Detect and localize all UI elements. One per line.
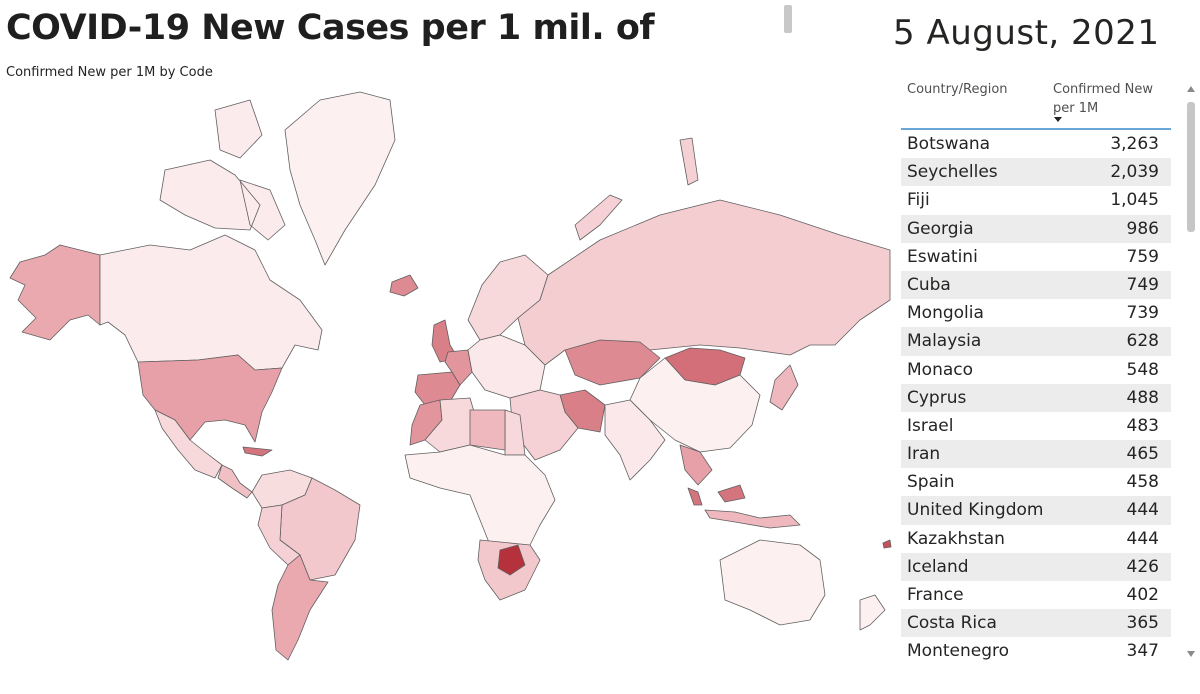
country-name: France xyxy=(907,585,964,605)
region-indonesia[interactable] xyxy=(704,509,801,529)
region-botswana[interactable] xyxy=(497,544,526,576)
cases-value: 1,045 xyxy=(1110,190,1159,211)
sort-descending-icon[interactable] xyxy=(1054,117,1062,122)
country-name: United Kingdom xyxy=(907,500,1044,521)
cases-value: 444 xyxy=(1126,528,1159,549)
table-row[interactable]: Spain 458 xyxy=(901,468,1171,496)
cases-value: 3,263 xyxy=(1110,134,1159,154)
region-russia[interactable] xyxy=(517,199,891,366)
country-name: Georgia xyxy=(907,218,974,239)
cases-value: 749 xyxy=(1126,274,1159,295)
country-name: Malaysia xyxy=(907,331,982,352)
country-name: Kazakhstan xyxy=(907,528,1005,549)
region-central-europe[interactable] xyxy=(467,334,546,399)
scroll-up-icon[interactable] xyxy=(1187,86,1195,92)
country-name: Iceland xyxy=(907,556,969,577)
region-fiji[interactable] xyxy=(882,539,892,549)
region-svalbard-novaya[interactable] xyxy=(574,137,699,241)
region-cuba[interactable] xyxy=(242,446,273,457)
region-malaysia[interactable] xyxy=(687,484,746,506)
region-new-zealand[interactable] xyxy=(859,594,886,631)
table-header: Country/Region Confirmed New per 1M xyxy=(901,78,1171,130)
cases-value: 739 xyxy=(1126,303,1159,324)
table-row[interactable]: Iran 465 xyxy=(901,440,1171,469)
table-row[interactable]: United Kingdom 444 xyxy=(901,496,1171,525)
country-name: Costa Rica xyxy=(907,613,997,634)
country-name: Cyprus xyxy=(907,387,967,408)
scroll-down-icon[interactable] xyxy=(1187,651,1195,657)
cases-value: 426 xyxy=(1126,556,1159,577)
map-subtitle: Confirmed New per 1M by Code xyxy=(6,65,213,80)
country-name: Seychelles xyxy=(907,162,998,183)
region-canada[interactable] xyxy=(99,234,323,371)
table-row[interactable]: Israel 483 xyxy=(901,412,1171,440)
country-name: Mongolia xyxy=(907,303,984,324)
country-name: Cuba xyxy=(907,274,951,295)
cases-value: 458 xyxy=(1126,472,1159,493)
region-canada-islands[interactable] xyxy=(159,99,286,241)
country-name: Iran xyxy=(907,444,941,465)
region-sub-saharan-africa[interactable] xyxy=(404,444,556,546)
cases-value: 365 xyxy=(1126,613,1159,634)
table-row[interactable]: Georgia 986 xyxy=(901,214,1171,243)
country-name: Spain xyxy=(907,472,955,493)
region-japan[interactable] xyxy=(769,364,799,411)
table-row[interactable]: France 402 xyxy=(901,581,1171,609)
country-name: Israel xyxy=(907,415,954,436)
resize-handle[interactable] xyxy=(784,5,792,33)
region-argentina-chile[interactable] xyxy=(271,554,329,661)
page-title: COVID-19 New Cases per 1 mil. of xyxy=(6,8,655,48)
table-row[interactable]: Cuba 749 xyxy=(901,270,1171,300)
cases-value: 628 xyxy=(1126,331,1159,352)
region-central-america[interactable] xyxy=(217,464,253,499)
cases-value: 402 xyxy=(1126,585,1159,605)
region-iceland[interactable] xyxy=(389,274,419,297)
scroll-thumb[interactable] xyxy=(1187,102,1195,232)
region-kazakhstan[interactable] xyxy=(564,339,661,386)
table-row[interactable]: Mongolia 739 xyxy=(901,299,1171,327)
table-row[interactable]: Seychelles 2,039 xyxy=(901,158,1171,187)
report-date: 5 August, 2021 xyxy=(893,13,1160,53)
cases-value: 347 xyxy=(1126,641,1159,662)
column-header-value[interactable]: Confirmed New per 1M xyxy=(1053,82,1153,116)
table-row[interactable]: Cyprus 488 xyxy=(901,383,1171,412)
table-row[interactable]: Monaco 548 xyxy=(901,356,1171,384)
table-row[interactable]: Kazakhstan 444 xyxy=(901,525,1171,553)
table-row[interactable]: Eswatini 759 xyxy=(901,243,1171,271)
world-map[interactable] xyxy=(0,80,895,685)
region-alaska[interactable] xyxy=(9,244,101,341)
column-header-country[interactable]: Country/Region xyxy=(907,82,1008,97)
table-row[interactable]: Botswana 3,263 xyxy=(901,130,1171,158)
cases-value: 548 xyxy=(1126,359,1159,380)
table-row[interactable]: Malaysia 628 xyxy=(901,327,1171,356)
region-southeast-asia[interactable] xyxy=(679,444,713,486)
region-mexico[interactable] xyxy=(154,409,223,479)
cases-value: 2,039 xyxy=(1110,162,1159,183)
country-name: Botswana xyxy=(907,134,991,154)
cases-value: 465 xyxy=(1126,444,1159,465)
region-australia[interactable] xyxy=(719,539,826,626)
table-row[interactable]: Iceland 426 xyxy=(901,552,1171,581)
cases-value: 488 xyxy=(1126,387,1159,408)
table-row[interactable]: Fiji 1,045 xyxy=(901,186,1171,214)
cases-table[interactable]: Country/Region Confirmed New per 1M Bots… xyxy=(901,78,1171,663)
table-scrollbar[interactable] xyxy=(1183,80,1199,663)
cases-value: 986 xyxy=(1126,218,1159,239)
cases-value: 444 xyxy=(1126,500,1159,521)
region-libya[interactable] xyxy=(469,409,506,451)
country-name: Montenegro xyxy=(907,641,1010,662)
cases-value: 759 xyxy=(1126,246,1159,267)
country-name: Fiji xyxy=(907,190,930,211)
region-india[interactable] xyxy=(604,399,666,481)
country-name: Monaco xyxy=(907,359,974,380)
cases-value: 483 xyxy=(1126,415,1159,436)
country-name: Eswatini xyxy=(907,246,978,267)
region-greenland[interactable] xyxy=(284,91,396,266)
table-body: Botswana 3,263 Seychelles 2,039 Fiji 1,045 Geo… xyxy=(901,130,1171,663)
table-row[interactable]: Costa Rica 365 xyxy=(901,609,1171,638)
table-row[interactable]: Montenegro 347 xyxy=(901,637,1171,663)
